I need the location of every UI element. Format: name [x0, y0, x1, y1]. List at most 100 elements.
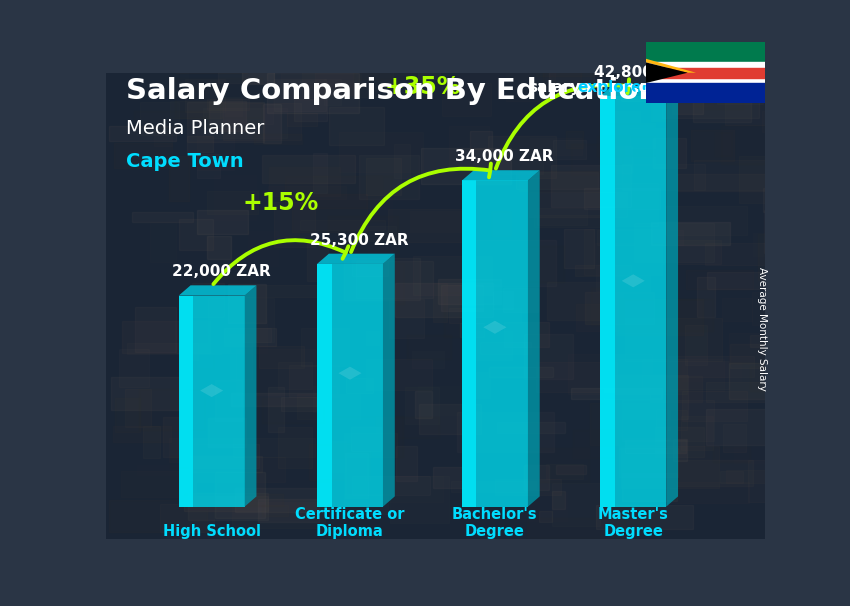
Bar — [697, 278, 716, 318]
Bar — [526, 447, 589, 482]
Bar — [762, 111, 850, 132]
Bar — [552, 139, 586, 159]
Text: Salary Comparison By Education: Salary Comparison By Education — [126, 78, 659, 105]
Bar — [223, 104, 301, 139]
Bar — [339, 132, 423, 172]
Bar — [620, 448, 678, 476]
Bar — [604, 375, 688, 419]
Bar — [682, 391, 747, 421]
Bar — [748, 460, 817, 502]
Bar — [366, 331, 379, 345]
Bar — [669, 361, 728, 389]
Bar — [650, 91, 676, 121]
Bar — [262, 505, 288, 516]
Bar — [122, 471, 196, 498]
Bar — [694, 161, 792, 190]
Bar — [676, 84, 718, 96]
Bar — [421, 148, 512, 184]
Text: 22,000 ZAR: 22,000 ZAR — [172, 264, 271, 279]
Polygon shape — [621, 275, 645, 287]
Bar — [185, 494, 283, 506]
Bar — [262, 398, 325, 423]
Bar — [651, 222, 729, 245]
Bar — [668, 410, 687, 430]
Bar — [262, 155, 354, 183]
Bar — [307, 241, 328, 281]
Bar — [109, 501, 207, 531]
Bar — [451, 481, 536, 492]
Bar — [597, 136, 674, 156]
Bar — [224, 328, 276, 347]
Bar — [281, 397, 316, 411]
Bar — [290, 365, 339, 397]
Bar — [616, 299, 703, 335]
Bar — [235, 349, 315, 395]
Text: 34,000 ZAR: 34,000 ZAR — [456, 149, 554, 164]
Bar — [626, 318, 722, 361]
Bar — [603, 112, 639, 128]
Bar — [187, 136, 213, 152]
Bar — [207, 298, 274, 342]
Text: 25,300 ZAR: 25,300 ZAR — [310, 233, 409, 248]
Bar — [294, 99, 327, 121]
Bar — [264, 104, 281, 143]
Bar — [536, 362, 616, 392]
Bar — [396, 447, 417, 481]
Bar — [324, 441, 346, 472]
Bar — [671, 482, 749, 503]
Bar — [750, 365, 802, 391]
Bar — [169, 456, 229, 468]
Bar — [585, 293, 654, 324]
Bar — [281, 51, 361, 87]
Bar — [390, 476, 449, 522]
Bar — [219, 97, 273, 124]
Bar — [418, 386, 460, 415]
Bar — [332, 416, 403, 457]
Bar — [693, 101, 751, 122]
Bar — [514, 492, 567, 521]
Bar — [353, 476, 429, 495]
Text: explorer: explorer — [577, 80, 649, 95]
Bar — [466, 240, 556, 286]
Bar — [527, 519, 626, 538]
Bar — [620, 76, 696, 101]
Bar — [248, 231, 278, 266]
Bar — [115, 144, 173, 168]
Bar — [460, 322, 484, 336]
Bar — [154, 127, 172, 147]
Bar — [168, 438, 244, 462]
Bar — [215, 380, 242, 421]
Bar — [646, 42, 765, 62]
Bar — [681, 416, 713, 450]
Bar — [269, 186, 346, 199]
Bar — [163, 417, 191, 457]
Bar — [480, 342, 531, 354]
Bar — [568, 355, 652, 393]
Text: High School: High School — [162, 524, 261, 539]
Bar — [376, 416, 439, 438]
Bar — [179, 325, 198, 360]
Bar — [434, 284, 447, 322]
Bar — [113, 427, 172, 442]
Bar — [530, 193, 626, 217]
Bar — [739, 156, 830, 202]
Bar — [259, 346, 304, 368]
Bar — [620, 299, 713, 331]
Bar — [297, 395, 360, 419]
Bar — [706, 382, 768, 402]
Bar — [691, 130, 734, 161]
Bar — [723, 424, 745, 451]
Bar — [462, 181, 477, 507]
Bar — [646, 83, 765, 103]
Bar — [415, 391, 432, 418]
Bar — [344, 494, 388, 513]
Bar — [233, 438, 315, 458]
Bar — [315, 66, 354, 95]
Bar — [449, 308, 521, 323]
Bar — [344, 258, 420, 300]
Bar — [476, 331, 513, 359]
Bar — [599, 123, 654, 165]
Bar — [685, 325, 706, 365]
Bar — [729, 363, 792, 399]
Text: Bachelor's
Degree: Bachelor's Degree — [452, 507, 538, 539]
